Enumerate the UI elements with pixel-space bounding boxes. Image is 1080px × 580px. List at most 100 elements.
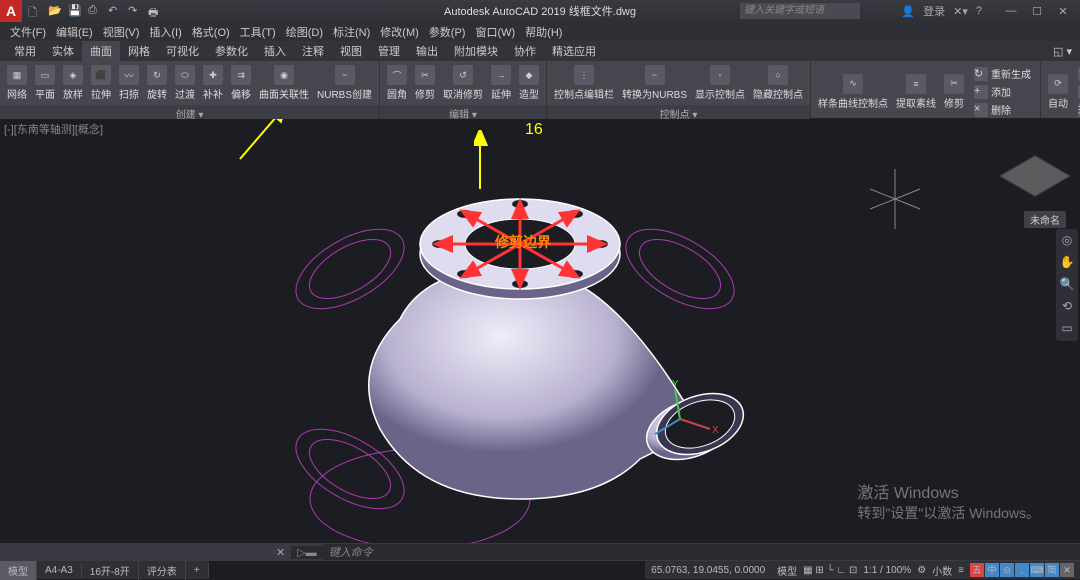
ime-6[interactable]: ✕ <box>1060 563 1074 577</box>
ime-5[interactable]: 简 <box>1045 563 1059 577</box>
ribbon-样条曲线控制点[interactable]: ∿样条曲线控制点 <box>815 63 891 120</box>
tab-solid[interactable]: 实体 <box>44 41 82 61</box>
menu-draw[interactable]: 绘图(D) <box>282 24 327 40</box>
layout-tab-16k8k[interactable]: 16开-8开 <box>82 561 139 580</box>
layout-tab-score[interactable]: 评分表 <box>139 561 186 580</box>
unnamed-view-label[interactable]: 未命名 <box>1024 211 1066 228</box>
status-grid-icons[interactable]: ▦ ⊞ └ ∟ ⊡ <box>803 565 857 576</box>
menu-edit[interactable]: 编辑(E) <box>52 24 97 40</box>
ime-0[interactable]: 五 <box>970 563 984 577</box>
layout-tab-add[interactable]: + <box>186 563 209 578</box>
menu-format[interactable]: 格式(O) <box>188 24 234 40</box>
ribbon-放样[interactable]: ◈放样 <box>60 63 86 103</box>
ribbon-控制点编辑栏[interactable]: ⋮控制点编辑栏 <box>551 63 617 103</box>
status-menu-icon[interactable]: ≡ <box>958 565 964 576</box>
qat-open-icon[interactable]: 📂 <box>48 4 62 18</box>
ime-2[interactable]: ⊙ <box>1000 563 1014 577</box>
tab-surface[interactable]: 曲面 <box>82 41 120 61</box>
tab-output[interactable]: 输出 <box>408 41 446 61</box>
ribbon-sm-投影到视图[interactable]: ↗投影到视图 <box>1075 83 1080 100</box>
nav-orbit-icon[interactable]: ⟲ <box>1059 299 1075 315</box>
ribbon-sm-投影到两个点[interactable]: ⇶投影到两个点 <box>1075 101 1080 118</box>
status-scale[interactable]: 1:1 / 100% <box>863 565 911 576</box>
maximize-button[interactable]: ☐ <box>1026 5 1048 18</box>
tab-home[interactable]: 常用 <box>6 41 44 61</box>
menu-file[interactable]: 文件(F) <box>6 24 50 40</box>
ribbon-取消修剪[interactable]: ↺取消修剪 <box>440 63 486 103</box>
status-mode[interactable]: 模型 <box>777 563 797 578</box>
help-icon[interactable]: ? <box>976 5 982 17</box>
menu-view[interactable]: 视图(V) <box>99 24 144 40</box>
nav-showmotion-icon[interactable]: ▭ <box>1059 321 1075 337</box>
drawing-viewport[interactable]: [-][东南等轴测][概念] <box>0 119 1080 543</box>
tab-annotate[interactable]: 注释 <box>294 41 332 61</box>
tab-view[interactable]: 视图 <box>332 41 370 61</box>
status-gear-icon[interactable]: ⚙ <box>917 565 926 576</box>
ribbon-修剪[interactable]: ✂修剪 <box>412 63 438 103</box>
tab-parametric[interactable]: 参数化 <box>207 41 256 61</box>
exchange-icon[interactable]: ✕▾ <box>953 5 968 18</box>
qat-print-icon[interactable]: 🖶 <box>148 4 162 18</box>
ribbon-扫掠[interactable]: 〰扫掠 <box>116 63 142 103</box>
tab-expand-icon[interactable]: ◱ ▾ <box>1045 43 1080 60</box>
search-input[interactable]: 键入关键字或短语 <box>740 3 860 19</box>
ribbon-圆角[interactable]: ⌒圆角 <box>384 63 410 103</box>
minimize-button[interactable]: — <box>1000 5 1022 18</box>
qat-save-icon[interactable]: 💾 <box>68 4 82 18</box>
ribbon-转换为NURBS[interactable]: ~转换为NURBS <box>619 63 690 103</box>
ribbon-网络[interactable]: ▦网络 <box>4 63 30 103</box>
qat-undo-icon[interactable]: ↶ <box>108 4 122 18</box>
app-logo[interactable]: A <box>0 0 22 22</box>
cmdline-input[interactable]: 键入命令 <box>323 544 1080 560</box>
menu-tools[interactable]: 工具(T) <box>236 24 280 40</box>
ribbon-显示控制点[interactable]: ◦显示控制点 <box>692 63 748 103</box>
ribbon-sm-投影到 UCS[interactable]: ↘投影到 UCS <box>1075 65 1080 82</box>
status-decimals[interactable]: 小数 <box>932 563 952 578</box>
ribbon-曲面关联性[interactable]: ◉曲面关联性 <box>256 63 312 103</box>
ribbon-平面[interactable]: ▭平面 <box>32 63 58 103</box>
menu-help[interactable]: 帮助(H) <box>521 24 566 40</box>
viewcube[interactable] <box>1008 149 1062 203</box>
ribbon-提取素线[interactable]: ≡提取素线 <box>893 63 939 120</box>
ribbon-修剪[interactable]: ✂修剪 <box>941 63 967 120</box>
ime-4[interactable]: ⌨ <box>1030 563 1044 577</box>
ribbon-sm-删除[interactable]: ×删除 <box>971 101 1034 118</box>
qat-saveas-icon[interactable]: ⎙ <box>88 4 102 18</box>
menu-modify[interactable]: 修改(M) <box>376 24 423 40</box>
nav-pan-icon[interactable]: ✋ <box>1059 255 1075 271</box>
user-icon[interactable]: 👤 <box>901 5 915 18</box>
ribbon-补补[interactable]: ✚补补 <box>200 63 226 103</box>
menu-insert[interactable]: 插入(I) <box>145 24 185 40</box>
ribbon-偏移[interactable]: ⇉偏移 <box>228 63 254 103</box>
tab-featured[interactable]: 精选应用 <box>544 41 604 61</box>
tab-mesh[interactable]: 网格 <box>120 41 158 61</box>
menu-param[interactable]: 参数(P) <box>425 24 470 40</box>
ribbon-sm-重新生成[interactable]: ↻重新生成 <box>971 65 1034 82</box>
login-label[interactable]: 登录 <box>923 3 945 19</box>
qat-redo-icon[interactable]: ↷ <box>128 4 142 18</box>
tab-addins[interactable]: 附加模块 <box>446 41 506 61</box>
layout-tab-a4a3[interactable]: A4-A3 <box>37 563 82 578</box>
ribbon-隐藏控制点[interactable]: ○隐藏控制点 <box>750 63 806 103</box>
layout-tab-model[interactable]: 模型 <box>0 561 37 580</box>
ribbon-造型[interactable]: ◆造型 <box>516 63 542 103</box>
tab-insert[interactable]: 插入 <box>256 41 294 61</box>
ribbon-延伸[interactable]: →延伸 <box>488 63 514 103</box>
tab-collab[interactable]: 协作 <box>506 41 544 61</box>
ribbon-NURBS创建[interactable]: ~NURBS创建 <box>314 63 375 103</box>
nav-zoom-icon[interactable]: 🔍 <box>1059 277 1075 293</box>
cmdline-close-icon[interactable]: ✕ <box>270 546 291 559</box>
ime-1[interactable]: 中 <box>985 563 999 577</box>
qat-new-icon[interactable]: 🗋 <box>28 4 42 18</box>
ribbon-sm-添加[interactable]: +添加 <box>971 83 1034 100</box>
menu-dim[interactable]: 标注(N) <box>329 24 374 40</box>
tab-visualize[interactable]: 可视化 <box>158 41 207 61</box>
ribbon-拉伸[interactable]: ⬛拉伸 <box>88 63 114 103</box>
close-button[interactable]: ✕ <box>1052 5 1074 18</box>
ribbon-旋转[interactable]: ↻旋转 <box>144 63 170 103</box>
ime-3[interactable]: , <box>1015 563 1029 577</box>
tab-manage[interactable]: 管理 <box>370 41 408 61</box>
ribbon-过渡[interactable]: ⬭过渡 <box>172 63 198 103</box>
menu-window[interactable]: 窗口(W) <box>471 24 519 40</box>
nav-wheel-icon[interactable]: ◎ <box>1059 233 1075 249</box>
